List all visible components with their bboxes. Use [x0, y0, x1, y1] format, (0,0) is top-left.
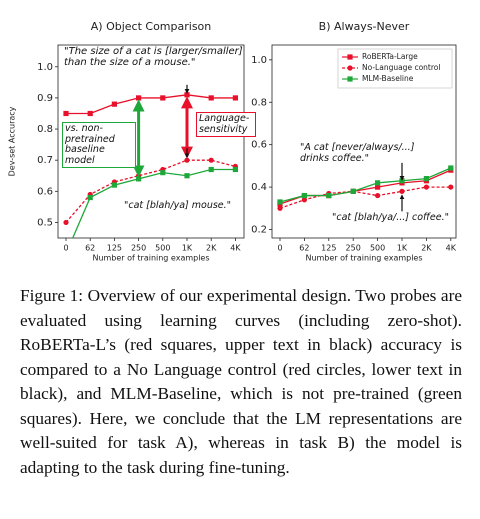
point — [326, 192, 332, 199]
plot-frame — [57, 44, 245, 239]
x-tick-label: 4K — [230, 244, 241, 253]
point — [277, 205, 283, 211]
point — [448, 184, 454, 190]
point — [87, 110, 93, 117]
point — [301, 197, 307, 203]
annotation: "cat [blah/ya] mouse." — [124, 200, 232, 211]
y-tick-label: 0.2 — [251, 225, 267, 236]
x-tick-label: 1K — [182, 244, 193, 253]
x-tick-label: 125 — [321, 244, 336, 253]
y-tick-label: 0.6 — [37, 186, 53, 197]
annotation: "A cat [never/always/...] drinks coffee.… — [300, 142, 415, 164]
plot — [277, 165, 454, 211]
legend-label: RoBERTa-Large — [362, 52, 418, 61]
x-tick-label: 1K — [397, 244, 408, 253]
x-tick-label: 0 — [63, 244, 68, 253]
point — [277, 199, 283, 205]
plot-frame — [271, 44, 457, 239]
point — [136, 95, 142, 101]
series-line — [279, 167, 452, 203]
x-tick-label: 2K — [421, 244, 432, 253]
annotation: "cat [blah/ya/...] coffee." — [332, 212, 449, 223]
y-tick-label: 1.0 — [251, 55, 267, 66]
point — [423, 184, 429, 190]
point — [184, 157, 190, 163]
y-tick-label: 1.0 — [37, 62, 53, 73]
point — [347, 76, 353, 82]
x-tick-label: 250 — [131, 244, 146, 253]
x-tick-label: 250 — [346, 244, 361, 253]
series-line — [65, 159, 236, 223]
y-tick-label: 0.8 — [37, 124, 53, 135]
annotation-holder: "The size of a cat is [larger/smaller] t… — [64, 46, 243, 68]
legend-label: No-Language control — [362, 63, 440, 72]
x-tick-label: 0 — [277, 244, 282, 253]
y-tick-label: 0.7 — [37, 155, 53, 166]
point — [63, 219, 69, 226]
point — [347, 54, 353, 60]
x-tick-label: 62 — [85, 244, 95, 253]
annotation-holder: "cat [blah/ya] mouse." — [124, 200, 232, 211]
x-tick-label: 125 — [107, 244, 122, 253]
point — [160, 95, 166, 101]
point — [347, 65, 353, 71]
point — [111, 182, 117, 188]
y-axis-label: Dev-set Accuracy — [8, 106, 17, 176]
annotation-holder: vs. non-pretrained baseline model — [62, 122, 136, 168]
y-tick-label: 0.6 — [251, 140, 267, 151]
point — [136, 176, 142, 182]
x-axis-label: Number of training examples — [305, 254, 422, 263]
series-line — [279, 186, 451, 209]
y-tick-label: 0.8 — [251, 97, 267, 108]
point — [399, 188, 405, 194]
caption: Figure 1: Overview of our experimental d… — [20, 286, 462, 477]
point — [208, 95, 214, 101]
point — [301, 192, 307, 199]
x-tick-label: 500 — [370, 244, 385, 253]
plot — [63, 92, 238, 238]
point — [184, 173, 190, 179]
point — [423, 176, 429, 182]
series-line — [66, 94, 236, 115]
annotation-holder: "A cat [never/always/...] drinks coffee.… — [300, 142, 415, 164]
x-axis-label: Number of training examples — [92, 254, 209, 263]
point — [87, 194, 93, 201]
annotation-holder: "cat [blah/ya/...] coffee." — [332, 212, 449, 223]
annotation-holder: Language-sensitivity — [196, 112, 256, 137]
figure: A) Object Comparison 0.5 0.6 0.7 0.8 0.9 1.0 0 6… — [8, 20, 457, 263]
point — [111, 101, 117, 107]
point — [160, 170, 166, 176]
annotation: "The size of a cat is [larger/smaller] t… — [64, 46, 243, 68]
point — [63, 110, 69, 117]
point — [232, 166, 238, 173]
x-tick-label: 500 — [155, 244, 170, 253]
point — [208, 166, 214, 173]
point — [375, 192, 381, 199]
y-tick-label: 0.9 — [37, 93, 53, 104]
legend-label: MLM-Baseline — [362, 74, 414, 83]
annotation-box: Language-sensitivity — [196, 112, 256, 137]
y-tick-label: 0.5 — [37, 217, 53, 228]
chart-title: A) Object Comparison — [91, 20, 212, 33]
series-line — [72, 168, 236, 238]
x-tick-label: 62 — [299, 244, 309, 253]
point — [350, 188, 356, 194]
point — [208, 157, 214, 163]
y-tick-label: 0.4 — [251, 182, 267, 193]
point — [375, 180, 381, 186]
chart-title: B) Always-Never — [319, 20, 410, 33]
x-tick-label: 2K — [206, 244, 217, 253]
point — [184, 92, 190, 98]
point — [448, 165, 454, 171]
point — [375, 184, 381, 190]
annotation-box: vs. non-pretrained baseline model — [62, 122, 136, 168]
point — [232, 95, 238, 101]
x-tick-label: 4K — [446, 244, 457, 253]
